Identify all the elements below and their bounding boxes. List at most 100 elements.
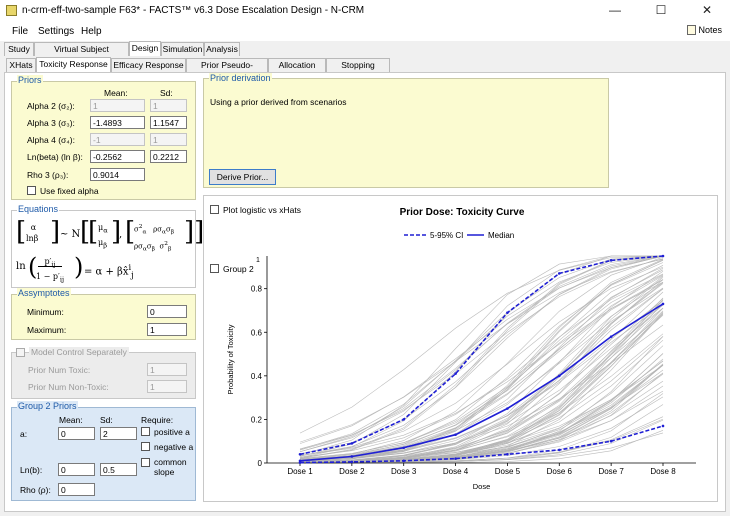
equations-group: Equations [ α lnβ ] ~ N [ [ μα μβ ] , [ σ2… [11, 204, 205, 288]
tab-virtual-subject-response[interactable]: Virtual Subject Response [34, 42, 129, 66]
positive-a-checkbox[interactable] [141, 427, 150, 436]
ci-point [661, 254, 665, 258]
chart-panel: Plot logistic vs xHats Group 2 1 Prior D… [203, 195, 718, 502]
window-title: n-crm-eff-two-sample F63* - FACTS™ v6.3 … [22, 5, 365, 16]
tab-allocation-rule[interactable]: Allocation Rule [268, 58, 326, 82]
plot-logistic-checkbox[interactable] [210, 205, 219, 214]
prior-num-nontoxic-label: Prior Num Non-Toxic: [28, 382, 109, 392]
group2-a-mean-input[interactable]: 0 [58, 427, 95, 440]
sample-curve [299, 274, 664, 459]
ci-point [557, 272, 561, 275]
menu-file[interactable]: File [12, 26, 29, 37]
ci-point [661, 424, 665, 428]
group2-lnb-mean-input[interactable]: 0 [58, 463, 95, 476]
negative-a-checkbox[interactable] [141, 442, 150, 451]
lnbeta-mean-input[interactable]: -0.2562 [90, 150, 145, 163]
ci-point [609, 439, 613, 443]
common-slope-label: common slope [154, 457, 187, 477]
group2-a-sd-input[interactable]: 2 [100, 427, 137, 440]
alpha4-mean-input[interactable]: -1 [90, 133, 145, 146]
alpha2-sd-input[interactable]: 1 [150, 99, 187, 112]
priors-sd-header: Sd: [160, 88, 173, 98]
logistic-equation: ln ( p′ij 1 − p′ij ) = α + βx̂ij [16, 253, 134, 284]
group2-mean-header: Mean: [59, 415, 83, 425]
alpha4-sd-input[interactable]: 1 [150, 133, 187, 146]
ci-point [298, 461, 302, 464]
plot-logistic-label: Plot logistic vs xHats [223, 205, 301, 215]
menu-settings[interactable]: Settings [38, 26, 75, 37]
prior-derivation-group: Prior derivation Using a prior derived f… [203, 73, 609, 188]
y-tick-label: 0.6 [251, 328, 263, 337]
prior-num-toxic-input[interactable]: 1 [147, 363, 187, 376]
tab-prior-pseudo-subjects[interactable]: Prior Pseudo-subjects [186, 58, 268, 82]
sample-curve [299, 259, 664, 462]
common-slope-checkbox[interactable] [141, 458, 150, 467]
y-tick-label: 0.8 [251, 285, 263, 294]
menu-bar [0, 22, 730, 41]
sample-curve [299, 279, 664, 460]
x-tick-label: Dose 7 [598, 467, 624, 476]
prior-num-nontoxic-input[interactable]: 1 [147, 380, 187, 393]
equations-title: Equations [17, 204, 60, 214]
notes-button[interactable]: Notes [687, 25, 722, 35]
tab-design[interactable]: Design [129, 41, 161, 56]
priors-group: Priors Mean: Sd: Alpha 2 (σ₂): 1 1 Alpha… [11, 75, 196, 200]
top-tab-row: Study Virtual Subject Response Design Si… [4, 41, 726, 66]
menu-help[interactable]: Help [81, 26, 102, 37]
alpha3-mean-input[interactable]: -1.4893 [90, 116, 145, 129]
priors-mean-header: Mean: [104, 88, 128, 98]
model-control-checkbox[interactable] [16, 348, 25, 357]
asymptotes-title: Assymptotes [17, 288, 71, 298]
prior-distribution-equation: [ α lnβ ] ~ N [ [ μα μβ ] , [ σ2α ρσασβ ρσα… [16, 217, 205, 253]
use-fixed-alpha-checkbox[interactable] [27, 186, 36, 195]
sample-curve [299, 256, 664, 444]
group2-priors-title: Group 2 Priors [17, 401, 78, 411]
x-tick-label: Dose 5 [495, 467, 521, 476]
alpha3-sd-input[interactable]: 1.1547 [150, 116, 187, 129]
negative-a-label: negative a [154, 442, 194, 452]
tab-simulation[interactable]: Simulation [161, 42, 204, 56]
notes-icon [687, 25, 697, 35]
group2-rho-input[interactable]: 0 [58, 483, 95, 496]
tab-analysis[interactable]: Analysis [204, 42, 240, 56]
model-control-label: Model Control Separately [29, 347, 129, 357]
group2-checkbox[interactable] [210, 264, 219, 273]
tab-xhats[interactable]: XHats [6, 58, 36, 72]
x-tick-label: Dose 2 [339, 467, 365, 476]
alpha4-label: Alpha 4 (σ₄): [27, 135, 75, 145]
rho3-input[interactable]: 0.9014 [90, 168, 145, 181]
maximize-button[interactable]: ☐ [655, 3, 667, 17]
median-point [557, 374, 561, 378]
tab-study[interactable]: Study [4, 42, 34, 56]
rho3-label: Rho 3 (ρ₃): [27, 170, 69, 180]
y-tick-label: 0 [258, 459, 263, 468]
asymptote-max-input[interactable]: 1 [147, 323, 187, 336]
sample-curve [299, 255, 664, 459]
tab-efficacy-response[interactable]: Efficacy Response [111, 58, 186, 72]
tab-stopping-criteria[interactable]: Stopping Criteria [326, 58, 390, 82]
asymptote-min-input[interactable]: 0 [147, 305, 187, 318]
derive-prior-button[interactable]: Derive Prior... [209, 169, 276, 185]
close-button[interactable]: ✕ [701, 3, 713, 17]
x-tick-label: Dose 3 [391, 467, 417, 476]
sample-curve [299, 291, 664, 463]
group2-lnb-sd-input[interactable]: 0.5 [100, 463, 137, 476]
ci-point [402, 418, 406, 421]
use-fixed-alpha-label: Use fixed alpha [40, 186, 99, 196]
sample-curve [299, 255, 663, 456]
sample-curve [299, 255, 664, 434]
prior-num-toxic-label: Prior Num Toxic: [28, 365, 91, 375]
ci-point [350, 442, 354, 445]
tab-toxicity-response[interactable]: Toxicity Response [36, 57, 111, 72]
y-axis-label: Probability of Toxicity [226, 324, 235, 394]
y-tick-label: 0.2 [251, 415, 263, 424]
x-tick-label: Dose 6 [547, 467, 573, 476]
asymptote-min-label: Minimum: [27, 307, 64, 317]
sample-curve [299, 365, 664, 462]
app-icon [6, 5, 17, 16]
lnbeta-sd-input[interactable]: 0.2212 [150, 150, 187, 163]
lnbeta-label: Ln(beta) (ln β): [27, 152, 83, 162]
alpha2-mean-input[interactable]: 1 [90, 99, 145, 112]
minimize-button[interactable]: — [609, 3, 621, 17]
ci-point [454, 372, 457, 375]
